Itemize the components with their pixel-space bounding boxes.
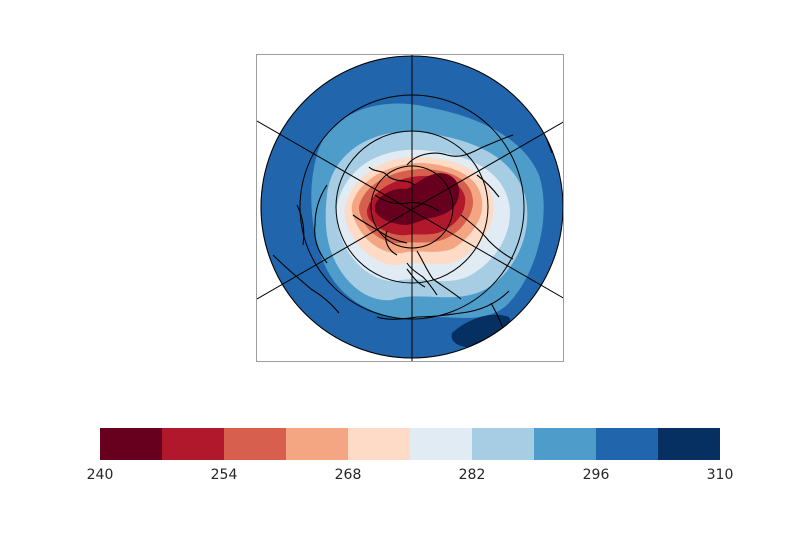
- colorbar-segment: [472, 428, 534, 460]
- colorbar-tick-label: 254: [210, 467, 238, 483]
- colorbar-tick-label: 310: [706, 467, 734, 483]
- polar-map: [257, 55, 563, 361]
- colorbar-segment: [286, 428, 348, 460]
- colorbar-segment: [224, 428, 286, 460]
- colorbar-segment: [596, 428, 658, 460]
- colorbar-tick-label: 268: [334, 467, 362, 483]
- meridian-sw-ne: [257, 121, 563, 300]
- colorbar-segment: [100, 428, 162, 460]
- colorbar-segment: [410, 428, 472, 460]
- field-core-coldest: [375, 173, 460, 225]
- colorbar-tick-label: 296: [582, 467, 610, 483]
- colorbar: [100, 428, 720, 460]
- colorbar-segment: [534, 428, 596, 460]
- map-panel: [256, 54, 564, 362]
- colorbar-segment: [162, 428, 224, 460]
- colorbar-tick-label: 282: [458, 467, 486, 483]
- colorbar-segment: [348, 428, 410, 460]
- graticule: [257, 55, 563, 361]
- colorbar-tick-label: 240: [86, 467, 114, 483]
- colorbar-segment: [658, 428, 720, 460]
